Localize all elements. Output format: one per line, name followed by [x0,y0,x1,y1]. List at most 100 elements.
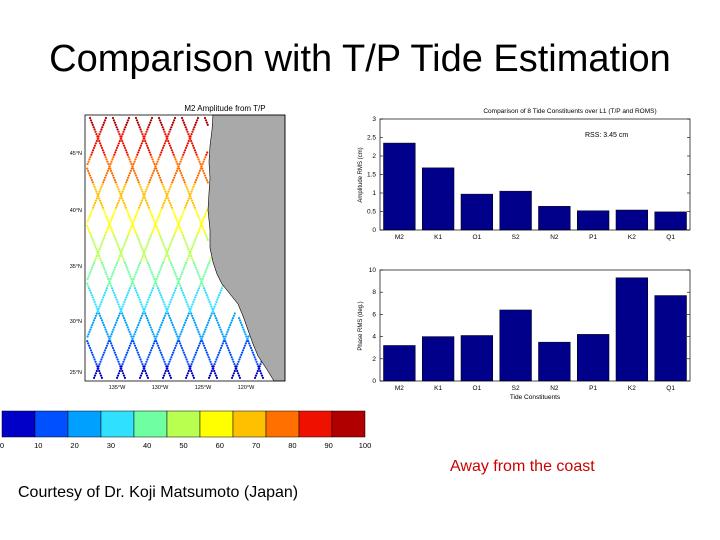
track-point [129,160,132,163]
track-point [209,314,212,317]
track-point [176,277,179,281]
track-point [122,199,125,202]
track-point [100,146,104,149]
track-point [169,243,172,246]
track-point [107,162,110,166]
track-point [160,353,163,356]
track-point [138,261,142,264]
track-point [260,374,264,377]
track-point [180,330,183,333]
track-point [163,372,166,375]
track-point [140,245,143,248]
track-point [160,296,163,299]
track-point [204,119,208,122]
track-point [207,356,210,359]
track-point [175,284,178,287]
track-point [143,365,146,368]
track-point [169,261,173,264]
track-point [144,139,147,143]
track-point [168,130,171,133]
track-point [148,323,151,327]
y-tick-label: 1 [372,190,376,197]
track-point [238,358,241,361]
track-point [172,153,175,156]
amp-rss-annotation: RSS: 3.45 cm [585,132,628,139]
track-point [163,245,166,248]
track-point [155,162,158,166]
track-point [253,376,257,379]
track-point [248,342,251,345]
amp-ylabel: Amplitude RMS (cm) [358,147,364,202]
track-point [156,284,159,287]
track-point [179,172,183,175]
track-point [102,266,105,269]
track-point [157,215,160,218]
track-point [179,218,182,221]
track-point [184,149,187,152]
track-point [125,181,128,184]
track-point [132,282,135,285]
track-point [133,284,136,287]
track-point [193,241,196,244]
track-point [97,310,100,313]
track-point [206,151,209,154]
track-point [233,369,236,373]
track-point [118,363,121,366]
track-point [88,231,92,235]
track-point [168,144,172,147]
colorbar-tick-label: 50 [179,441,187,450]
track-point [122,142,125,145]
track-point [151,344,155,347]
track-point [102,353,105,356]
track-point [113,294,116,297]
track-point [185,259,189,262]
track-point [145,317,149,320]
y-tick-label: 6 [372,311,376,318]
track-point [136,294,139,297]
track-point [204,271,207,274]
track-point [169,319,173,322]
track-point [98,363,101,366]
track-point [168,199,171,202]
colorbar-cell [265,410,300,438]
track-point [93,144,97,147]
track-point [182,236,185,239]
track-point [99,257,102,260]
track-point [169,128,172,131]
satellite-tracks [86,116,265,379]
track-point [246,337,249,340]
track-point [129,218,132,221]
track-point [191,202,195,205]
track-point [127,231,131,235]
track-point [217,323,220,327]
track-point [203,215,206,218]
track-point [183,181,186,184]
track-point [101,241,104,244]
track-point [213,363,216,366]
track-point [102,296,105,299]
track-point [145,303,148,306]
track-point [202,172,206,175]
track-point [133,160,136,163]
track-point [184,356,187,359]
track-point [163,360,166,363]
track-point [109,220,112,223]
track-point [232,360,235,363]
track-point [187,190,190,193]
track-point [101,126,104,129]
track-point [126,351,129,354]
track-point [152,342,155,345]
track-point [146,319,150,322]
track-point [136,179,139,182]
track-point [185,374,189,377]
track-point [199,335,202,338]
away-from-coast-note: Away from the coast [450,458,595,475]
track-point [140,257,143,260]
track-point [207,319,211,322]
track-point [89,213,92,216]
track-point [89,328,92,331]
track-point [179,169,182,172]
track-point [132,277,135,281]
track-point [220,344,224,347]
track-point [190,369,193,373]
